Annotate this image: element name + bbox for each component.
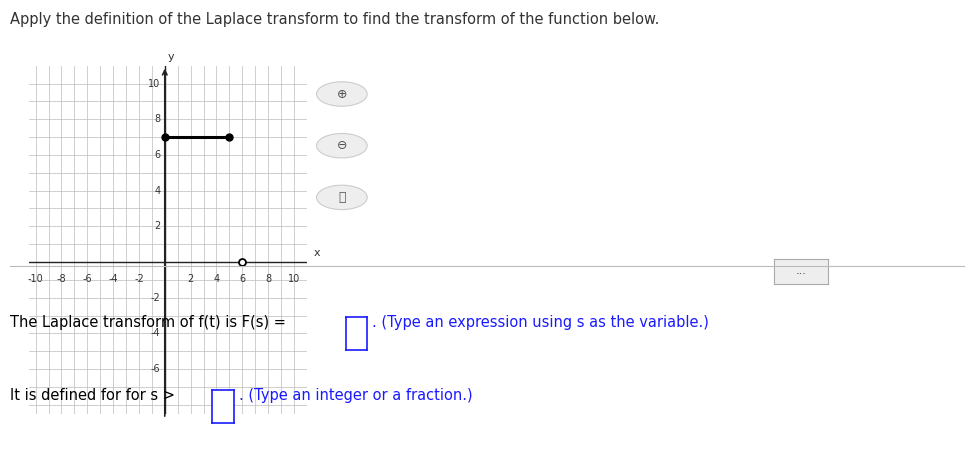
Text: -4: -4 [108,274,118,284]
Text: -6: -6 [151,364,161,374]
Text: -2: -2 [151,293,161,303]
Text: The Laplace transform of f(t) is F(s) =: The Laplace transform of f(t) is F(s) = [10,315,285,330]
Text: 10: 10 [287,274,300,284]
Text: -6: -6 [83,274,93,284]
Text: ⊕: ⊕ [337,87,347,101]
Text: . (Type an integer or a fraction.): . (Type an integer or a fraction.) [239,388,472,403]
Text: y: y [168,52,174,62]
Text: -8: -8 [56,274,66,284]
Text: -2: -2 [134,274,144,284]
Text: 6: 6 [240,274,245,284]
Text: ⊖: ⊖ [337,139,347,152]
Text: 2: 2 [187,274,194,284]
Text: ...: ... [796,266,806,276]
Text: -10: -10 [28,274,44,284]
Text: -4: -4 [151,329,161,338]
Text: Apply the definition of the Laplace transform to find the transform of the funct: Apply the definition of the Laplace tran… [10,12,659,27]
Text: It is defined for for s >: It is defined for for s > [10,388,174,403]
Text: 6: 6 [154,150,161,160]
Text: . (Type an expression using s as the variable.): . (Type an expression using s as the var… [372,315,709,330]
Text: 4: 4 [154,186,161,196]
Text: 10: 10 [148,78,161,89]
Text: ⧉: ⧉ [338,191,346,204]
Text: 2: 2 [154,221,161,231]
Text: x: x [314,248,319,258]
Text: 4: 4 [213,274,219,284]
Text: 8: 8 [154,114,161,124]
Text: 8: 8 [265,274,271,284]
